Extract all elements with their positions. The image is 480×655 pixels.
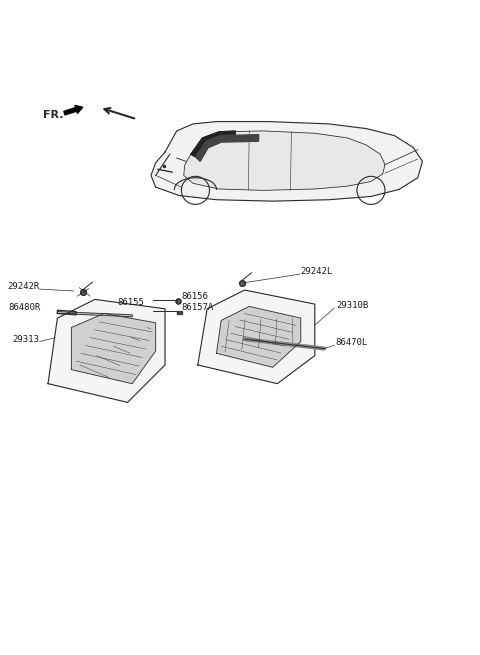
Polygon shape [58, 312, 132, 317]
Text: 29242R: 29242R [7, 282, 39, 291]
Text: 29242L: 29242L [301, 267, 333, 276]
Polygon shape [184, 131, 385, 191]
Polygon shape [151, 122, 422, 201]
Polygon shape [216, 307, 301, 367]
Text: 29310B: 29310B [336, 301, 368, 310]
Text: 86157A: 86157A [181, 303, 214, 312]
Text: 86156: 86156 [181, 292, 208, 301]
FancyArrow shape [64, 105, 83, 115]
Polygon shape [198, 290, 315, 384]
Text: 86470L: 86470L [336, 338, 368, 346]
Polygon shape [177, 310, 182, 314]
Polygon shape [195, 135, 259, 161]
Text: 29313: 29313 [12, 335, 39, 345]
Text: 86155: 86155 [117, 298, 144, 307]
Text: 86480R: 86480R [9, 303, 41, 312]
Polygon shape [72, 314, 156, 384]
Polygon shape [48, 299, 165, 402]
Text: FR.: FR. [43, 109, 64, 120]
Polygon shape [191, 131, 235, 158]
Polygon shape [58, 310, 76, 315]
